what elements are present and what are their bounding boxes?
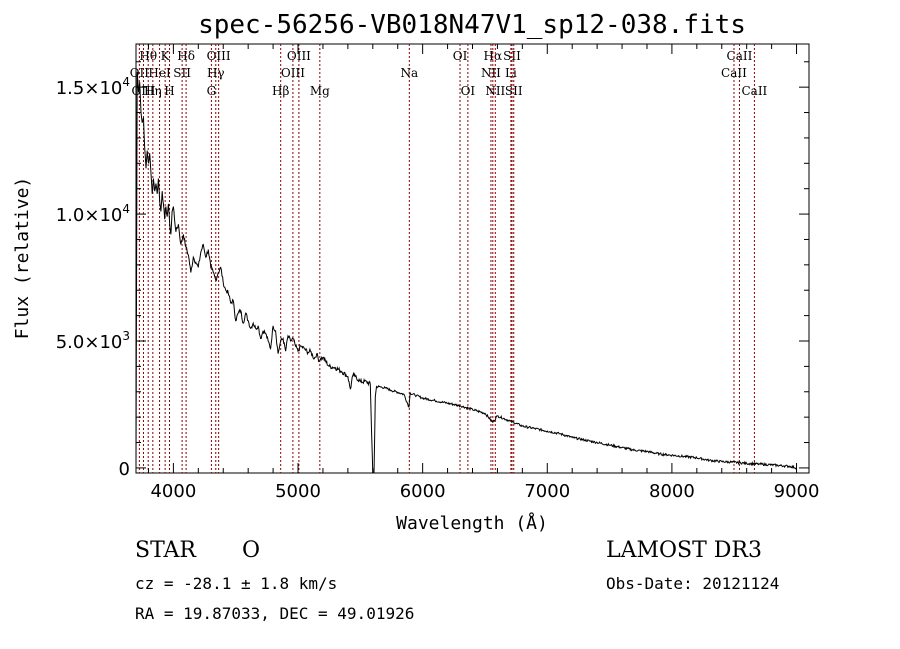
spectral-line-label: CaII — [727, 49, 753, 63]
redshift-velocity: cz = -28.1 ± 1.8 km/s — [135, 574, 338, 593]
spectral-line-label: OII — [130, 66, 150, 80]
y-tick-label: 5.0×103 — [56, 329, 130, 353]
spectral-line-label: OIII — [207, 49, 231, 63]
x-axis-label: Wavelength (Å) — [396, 512, 548, 534]
y-tick-label: 1.0×104 — [56, 202, 130, 226]
spectrum-line — [135, 71, 797, 474]
x-tick-label: 9000 — [774, 481, 820, 502]
sky-coordinates: RA = 19.87033, DEC = 49.01926 — [135, 604, 415, 623]
y-tick-label: 0 — [119, 459, 130, 480]
spectral-line-label: OIII — [287, 49, 311, 63]
spectral-line-label: Hα — [484, 49, 503, 63]
y-tick-label: 1.5×104 — [56, 75, 130, 99]
spectral-line-label: NII — [481, 66, 501, 80]
spectral-line-label: OI — [461, 84, 476, 98]
spectral-line-label: CaII — [741, 84, 767, 98]
spectral-line-label: OIII — [281, 66, 305, 80]
spectral-line-label: SII — [503, 49, 521, 63]
spectral-line-label: Li — [505, 66, 517, 80]
object-class: STAR — [135, 538, 196, 563]
object-subclass: O — [242, 538, 261, 563]
spectral-line-label: NII — [485, 84, 505, 98]
spectral-line-label: Na — [400, 66, 418, 80]
spectral-line-label: OI — [453, 49, 468, 63]
chart-title: spec-56256-VB018N47V1_sp12-038.fits — [198, 10, 746, 40]
spectral-line-label: Hγ — [207, 66, 225, 80]
spectral-line-label: HeI — [148, 66, 171, 80]
x-tick-label: 8000 — [649, 481, 695, 502]
y-axis: 0 5.0×103 1.0×104 1.5×104 — [56, 61, 809, 480]
spectral-line-label: G — [207, 84, 217, 98]
spectral-line-label: Hδ — [177, 49, 195, 63]
x-tick-label: 5000 — [275, 481, 321, 502]
x-axis: 4000 5000 6000 7000 8000 9000 — [147, 44, 820, 502]
y-axis-label: Flux (relative) — [12, 177, 33, 340]
spectral-line-label: K — [161, 49, 171, 63]
x-tick-label: 7000 — [524, 481, 570, 502]
spectral-line-label: CaII — [721, 66, 747, 80]
x-tick-label: 6000 — [400, 481, 446, 502]
x-tick-label: 4000 — [150, 481, 196, 502]
spectral-line-label: Mg — [310, 84, 330, 98]
spectral-line-label: Hβ — [272, 84, 289, 98]
spectral-line-label: Hη — [144, 84, 162, 98]
spectral-line-label: SII — [505, 84, 523, 98]
observation-date: Obs-Date: 20121124 — [606, 574, 780, 593]
survey-name: LAMOST DR3 — [606, 538, 762, 563]
spectral-line-label: H — [164, 84, 174, 98]
spectral-line-label: Hθ — [139, 49, 157, 63]
spectral-line-label: SII — [173, 66, 191, 80]
